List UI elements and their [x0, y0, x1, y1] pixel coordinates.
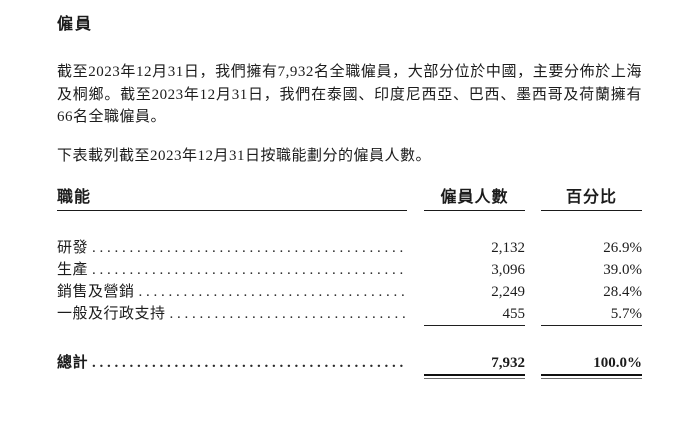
header-headcount: 僱員人數 — [424, 189, 525, 211]
dot-leader: . . . . . . . . . . . . . . . . . . . . … — [138, 284, 407, 300]
paragraph-employees-overview: 截至2023年12月31日，我們擁有7,932名全職僱員，大部分位於中國，主要分… — [57, 64, 642, 125]
total-percentage: 100.0% — [541, 352, 642, 379]
table-row-general-admin: 一般及行政支持 . . . . . . . . . . . . . . . . … — [57, 303, 642, 326]
dot-leader: . . . . . . . . . . . . . . . . . . . . … — [92, 355, 407, 371]
row-label: 銷售及營銷 — [57, 284, 135, 300]
header-percentage: 百分比 — [541, 189, 642, 211]
row-percentage: 26.9% — [603, 240, 642, 256]
row-percentage: 28.4% — [603, 284, 642, 300]
row-percentage: 5.7% — [541, 303, 642, 326]
header-function: 職能 — [57, 189, 407, 211]
table-row-production: 生產 . . . . . . . . . . . . . . . . . . .… — [57, 259, 642, 281]
row-label: 研發 — [57, 240, 89, 256]
row-label: 一般及行政支持 — [57, 306, 166, 322]
dot-leader: . . . . . . . . . . . . . . . . . . . . … — [169, 306, 407, 322]
total-label: 總計 — [57, 355, 89, 371]
employees-by-function-table: 職能 僱員人數 百分比 研發 . . . . . . . . . . . . .… — [57, 189, 642, 379]
table-row-sales-marketing: 銷售及營銷 . . . . . . . . . . . . . . . . . … — [57, 281, 642, 303]
dot-leader: . . . . . . . . . . . . . . . . . . . . … — [92, 240, 407, 256]
table-row-total: 總計 . . . . . . . . . . . . . . . . . . .… — [57, 352, 642, 379]
row-headcount: 2,132 — [491, 240, 525, 256]
row-label: 生產 — [57, 262, 89, 278]
page-title: 僱員 — [57, 16, 94, 33]
row-headcount: 455 — [424, 303, 525, 326]
paragraph-table-intro: 下表載列截至2023年12月31日按職能劃分的僱員人數。 — [57, 147, 432, 164]
table-header-row: 職能 僱員人數 百分比 — [57, 189, 642, 211]
total-headcount: 7,932 — [424, 352, 525, 379]
table-row-rd: 研發 . . . . . . . . . . . . . . . . . . .… — [57, 237, 642, 259]
row-headcount: 3,096 — [491, 262, 525, 278]
dot-leader: . . . . . . . . . . . . . . . . . . . . … — [92, 262, 407, 278]
row-percentage: 39.0% — [603, 262, 642, 278]
row-headcount: 2,249 — [491, 284, 525, 300]
